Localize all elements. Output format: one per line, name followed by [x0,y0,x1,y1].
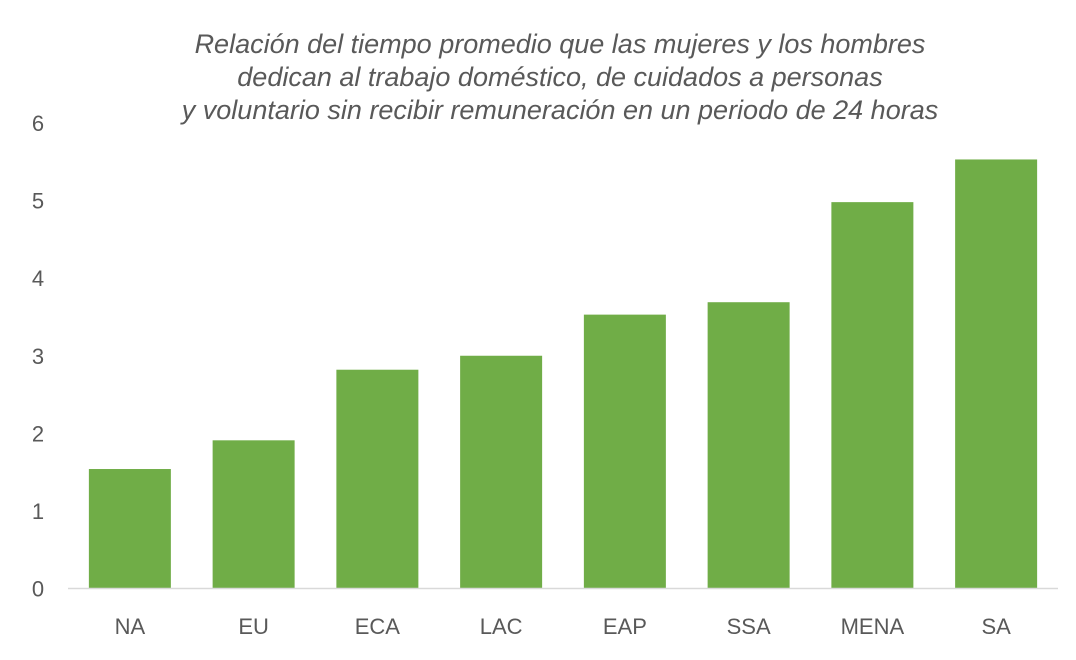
x-tick-label: EAP [603,614,647,639]
y-tick-label: 4 [32,266,44,291]
y-tick-label: 5 [32,189,44,214]
y-tick-label: 2 [32,421,44,446]
x-tick-label: SSA [727,614,771,639]
bar-eap [583,314,666,589]
bar-ssa [707,302,790,589]
x-tick-label: NA [115,614,146,639]
bar-eu [212,440,295,589]
bar-lac [460,355,543,589]
x-tick-label: LAC [480,614,523,639]
chart-title-line: y voluntario sin recibir remuneración en… [181,95,939,125]
chart-title-line: Relación del tiempo promedio que las muj… [194,29,926,59]
bar-sa [955,159,1038,589]
bar-eca [336,369,419,589]
chart-title-line: dedican al trabajo doméstico, de cuidado… [237,62,883,92]
x-tick-label: MENA [841,614,905,639]
bar-mena [831,202,914,589]
x-tick-label: SA [981,614,1011,639]
chart-title: Relación del tiempo promedio que las muj… [60,28,1060,127]
x-tick-label: ECA [355,614,401,639]
y-tick-label: 3 [32,344,44,369]
x-tick-label: EU [238,614,269,639]
y-tick-label: 0 [32,577,44,602]
y-tick-label: 6 [32,111,44,136]
bar-na [88,469,171,589]
y-tick-label: 1 [32,499,44,524]
